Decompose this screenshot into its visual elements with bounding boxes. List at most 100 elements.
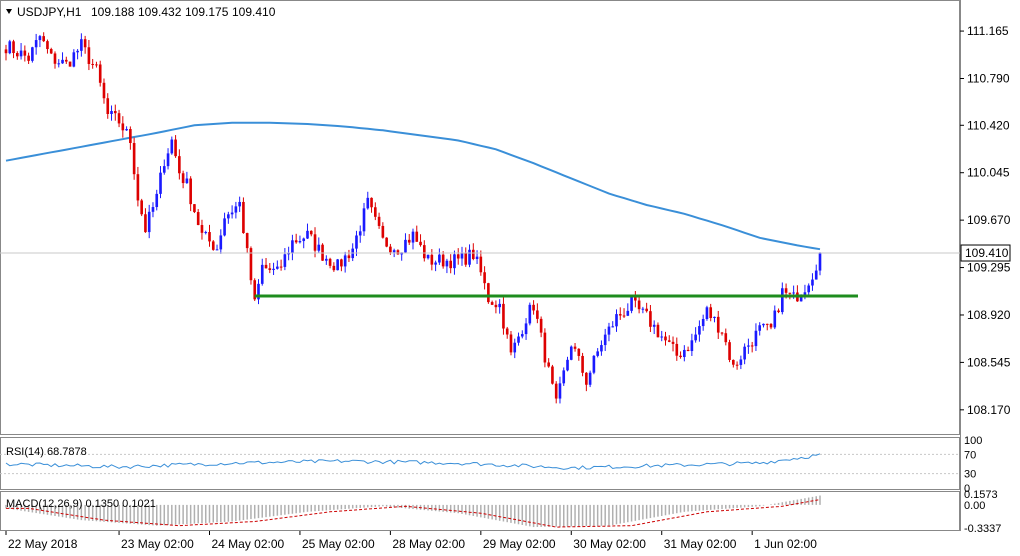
candle-body — [573, 346, 577, 349]
candle-body — [166, 153, 170, 167]
candle-body — [313, 234, 317, 251]
candle-body — [754, 330, 758, 347]
candle-body — [260, 264, 264, 284]
candle-body — [302, 238, 306, 242]
candle-body — [569, 346, 573, 360]
price-tick-label: 110.420 — [967, 118, 1010, 132]
candle-body — [713, 316, 716, 319]
candle-body — [698, 326, 701, 335]
candle-body — [671, 341, 675, 344]
price-tick-label: 108.920 — [967, 308, 1011, 322]
candle-body — [422, 245, 426, 259]
candle-body — [306, 230, 309, 239]
candle-body — [483, 272, 486, 284]
candle-body — [709, 307, 713, 319]
price-tick-label: 108.170 — [967, 403, 1011, 417]
candle-body — [234, 206, 238, 213]
candle-body — [181, 173, 185, 184]
candle-body — [419, 241, 422, 246]
candle-body — [268, 268, 272, 271]
candle-body — [129, 129, 132, 144]
candle-body — [649, 311, 652, 327]
candle-body — [641, 308, 645, 310]
candle-body — [87, 47, 91, 64]
candle-body — [618, 314, 622, 316]
candle-body — [735, 364, 739, 366]
candle-body — [438, 254, 441, 263]
candle-body — [336, 259, 339, 271]
candle-body — [385, 237, 388, 247]
candle-body — [743, 346, 746, 360]
candle-body — [358, 231, 362, 236]
candle-body — [257, 283, 260, 300]
candle-body — [347, 255, 351, 259]
time-tick-label: 29 May 02:00 — [483, 537, 556, 551]
candle-body — [185, 178, 189, 184]
time-tick-label: 25 May 02:00 — [302, 537, 375, 551]
candle-body — [23, 50, 27, 56]
candle-body — [581, 355, 584, 373]
candle-body — [690, 340, 694, 352]
price-tick-label: 110.045 — [967, 166, 1010, 180]
candle-body — [716, 316, 720, 333]
candle-body — [12, 41, 15, 54]
candle-body — [592, 355, 596, 373]
candle-body — [686, 349, 690, 352]
rsi-label: RSI(14) 68.7878 — [6, 446, 87, 458]
candle-body — [607, 326, 611, 335]
candle-body — [174, 139, 177, 157]
candle-body — [396, 250, 400, 255]
candle-body — [792, 292, 795, 294]
candle-body — [389, 246, 392, 253]
candle-body — [732, 359, 735, 365]
price-tick-label: 110.790 — [967, 71, 1010, 85]
candle-body — [551, 366, 554, 384]
candle-body — [807, 285, 811, 293]
candle-body — [170, 139, 174, 154]
candle-body — [362, 208, 366, 232]
candle-body — [728, 342, 731, 360]
candle-body — [144, 214, 147, 233]
main-panel-frame — [0, 0, 960, 435]
candle-body — [264, 264, 268, 269]
rsi-level-label: 70 — [964, 449, 976, 461]
candle-body — [204, 232, 208, 234]
candle-body — [53, 53, 57, 64]
candle-body — [72, 52, 76, 67]
candle-body — [223, 218, 226, 236]
candle-body — [479, 256, 483, 273]
candle-body — [91, 63, 94, 65]
candle-body — [80, 39, 83, 51]
candle-body — [4, 49, 8, 54]
candle-body — [611, 326, 615, 328]
candle-body — [178, 156, 181, 174]
candle-body — [110, 111, 113, 114]
ohlc-low: 109.175 — [185, 5, 229, 19]
candle-body — [106, 98, 110, 114]
candle-body — [603, 334, 607, 346]
candle-body — [634, 297, 637, 301]
macd-level-label: 0.1573 — [964, 489, 998, 501]
candle-body — [374, 207, 377, 217]
time-tick-label: 1 Jun 02:00 — [754, 537, 817, 551]
candle-body — [528, 304, 532, 324]
candle-body — [464, 252, 468, 265]
candle-body — [64, 59, 68, 62]
candle-body — [294, 240, 298, 243]
candle-body — [675, 343, 679, 356]
candle-body — [325, 258, 328, 261]
candle-body — [411, 231, 415, 243]
candle-body — [487, 283, 490, 303]
candle-body — [502, 303, 505, 329]
time-axis: 22 May 2018 23 May 02:00 24 May 02:00 25 Ma… — [5, 531, 817, 551]
candle-body — [656, 324, 660, 338]
candle-body — [434, 262, 437, 265]
candle-body — [113, 111, 117, 114]
dropdown-triangle-icon[interactable] — [6, 9, 12, 14]
candle-body — [162, 166, 166, 173]
candle-body — [471, 249, 475, 260]
candle-body — [777, 310, 780, 313]
candle-body — [309, 230, 313, 235]
candle-body — [498, 303, 501, 308]
